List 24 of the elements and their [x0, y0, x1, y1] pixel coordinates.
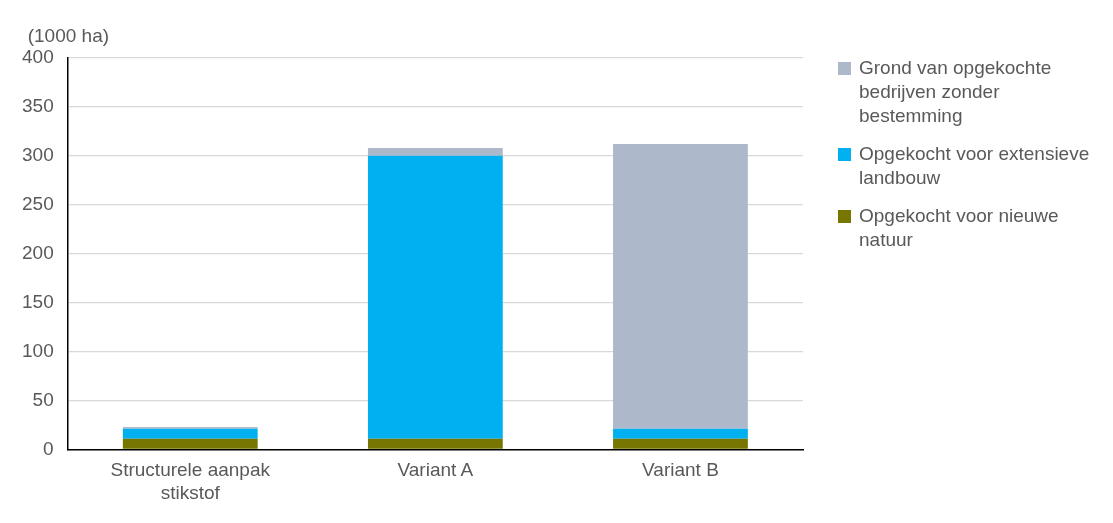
y-tick-label: 400: [22, 46, 54, 68]
legend-label: Grond van opgekochte bedrijven zonder bestemming: [859, 56, 1053, 128]
y-tick-label: 350: [22, 95, 54, 117]
legend-label: Opgekocht voor extensieve landbouw: [859, 142, 1091, 190]
y-tick-label: 200: [22, 241, 54, 263]
bar: [613, 144, 748, 429]
y-axis-title: (1000 ha): [27, 24, 110, 46]
bar: [367, 438, 503, 449]
bar: [122, 438, 258, 449]
y-tick-label: 0: [43, 437, 54, 459]
bar: [613, 438, 748, 449]
y-tick-label: 250: [22, 193, 54, 215]
bar: [367, 155, 503, 439]
y-tick-label: 300: [22, 144, 54, 166]
x-tick-label: Variant A: [397, 459, 474, 481]
bar: [122, 428, 258, 439]
bar: [613, 428, 748, 439]
x-tick-label: Structurele aanpak stikstof: [110, 459, 271, 503]
y-tick-label: 50: [32, 388, 54, 410]
bar: [367, 148, 503, 156]
y-tick-label: 100: [22, 339, 54, 361]
legend-label: Opgekocht voor nieuwe natuur: [859, 204, 1060, 252]
x-tick-label: Variant B: [642, 459, 719, 481]
y-tick-label: 150: [22, 290, 54, 312]
